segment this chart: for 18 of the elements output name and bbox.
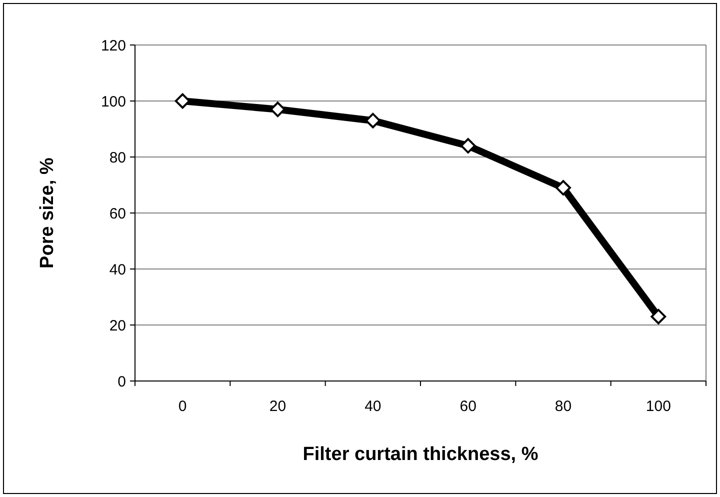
x-tick-label: 40 bbox=[364, 398, 382, 415]
y-tick-label: 100 bbox=[100, 93, 126, 110]
y-tick-label: 20 bbox=[109, 317, 126, 334]
point bbox=[650, 308, 666, 324]
x-tick-label: 60 bbox=[460, 398, 476, 415]
point bbox=[556, 180, 571, 196]
x-tick-label: 100 bbox=[646, 398, 671, 415]
y-tick-label: 0 bbox=[118, 373, 126, 390]
y-tick-label: 60 bbox=[109, 205, 126, 222]
x-tick-label: 20 bbox=[269, 398, 286, 415]
x-tick-label: 0 bbox=[178, 398, 187, 415]
point bbox=[460, 138, 476, 154]
x-axis-title: Filter curtain thickness, % bbox=[302, 444, 538, 465]
x-tick-label: 80 bbox=[554, 398, 572, 415]
y-tick-label: 80 bbox=[109, 149, 126, 166]
y-tick-label: 120 bbox=[100, 37, 126, 54]
y-axis-title: Pore size, % bbox=[37, 157, 58, 268]
y-tick-label: 40 bbox=[109, 261, 126, 278]
